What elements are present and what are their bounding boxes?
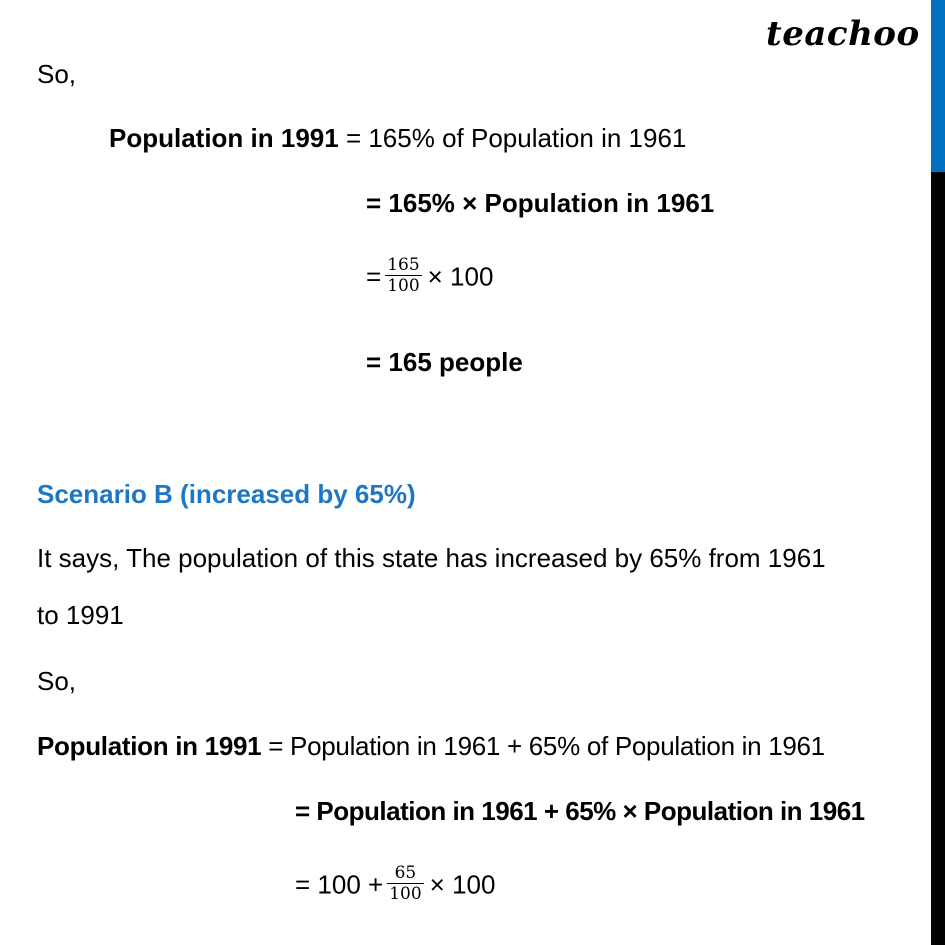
equation-b-line-3: = 100 +65 100 × 100 bbox=[295, 863, 496, 907]
scenario-b-heading: Scenario B (increased by 65%) bbox=[37, 479, 416, 509]
fraction: 165 100 bbox=[385, 255, 422, 296]
denominator: 100 bbox=[389, 884, 422, 904]
numerator: 65 bbox=[387, 863, 424, 884]
paragraph-line-1: It says, The population of this state ha… bbox=[37, 543, 826, 573]
so-label-b: So, bbox=[37, 666, 77, 696]
equation-prefix: = 100 + bbox=[295, 869, 384, 900]
numerator: 165 bbox=[385, 255, 422, 276]
equation-rhs: = 165% of Population in 1961 bbox=[338, 123, 687, 153]
equation-a-line-2: = 165% × Population in 1961 bbox=[366, 188, 715, 218]
equation-rhs: = Population in 1961 + 65% of Population… bbox=[261, 731, 825, 761]
equation-a-line-1: Population in 1991 = 165% of Population … bbox=[109, 123, 686, 153]
denominator: 100 bbox=[387, 276, 420, 296]
paragraph-line-2: to 1991 bbox=[37, 600, 124, 630]
scrollbar-thumb[interactable] bbox=[931, 0, 945, 172]
fraction: 65 100 bbox=[387, 863, 424, 904]
equation-a-line-3: = 165 100 × 100 bbox=[366, 255, 494, 299]
scrollbar[interactable] bbox=[931, 0, 945, 945]
equation-lhs: Population in 1991 bbox=[109, 123, 339, 153]
teachoo-logo: teachoo bbox=[766, 14, 920, 54]
equation-suffix: × 100 bbox=[427, 261, 494, 292]
equation-prefix: = bbox=[366, 261, 382, 292]
equation-a-result: = 165 people bbox=[366, 347, 523, 377]
so-label-a: So, bbox=[37, 59, 77, 89]
equation-b-line-1: Population in 1991 = Population in 1961 … bbox=[37, 731, 825, 761]
equation-suffix: × 100 bbox=[429, 869, 496, 900]
equation-lhs: Population in 1991 bbox=[37, 731, 262, 761]
equation-b-line-2: = Population in 1961 + 65% × Population … bbox=[295, 796, 865, 826]
